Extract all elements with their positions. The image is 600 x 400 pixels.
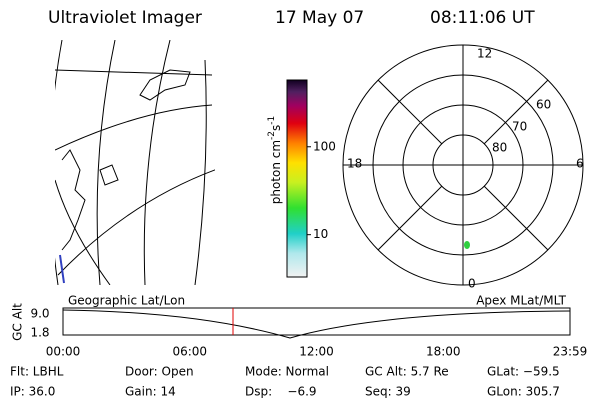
- info-field: Mode: Normal: [245, 365, 329, 379]
- y-tick-label: 1.8: [30, 326, 49, 340]
- polar-plot: [342, 44, 584, 286]
- color-bar: [286, 79, 308, 278]
- info-field: Dsp: −6.9: [245, 385, 317, 399]
- x-tick-label: 23:59: [553, 345, 588, 359]
- info-field: Gain: 14: [125, 385, 176, 399]
- map: [55, 40, 215, 285]
- date: 17 May 07: [275, 8, 364, 28]
- info-field: IP: 36.0: [10, 385, 55, 399]
- info-field: GLon: 305.7: [487, 385, 560, 399]
- info-field: Door: Open: [125, 365, 194, 379]
- info-field: Flt: LBHL: [10, 365, 64, 379]
- time: 08:11:06 UT: [430, 8, 535, 28]
- polar-label: 6: [576, 157, 584, 171]
- tick-label: 100: [313, 139, 336, 153]
- color-bar-label: photon cm-2s-1: [267, 116, 283, 205]
- info-field: GLat: −59.5: [487, 365, 560, 379]
- timeline-frame: [62, 307, 571, 336]
- polar-label: 0: [468, 277, 476, 291]
- timeline-left-label: Geographic Lat/Lon: [68, 294, 185, 308]
- x-tick-label: 06:00: [172, 345, 207, 359]
- y-tick-label: 9.0: [30, 307, 49, 321]
- ring-label: 80: [492, 141, 507, 155]
- altitude-curve: [62, 309, 571, 339]
- title: Ultraviolet Imager: [48, 8, 202, 28]
- polar-label: 12: [477, 47, 492, 61]
- info-field: Seq: 39: [365, 385, 411, 399]
- x-tick-label: 18:00: [426, 345, 461, 359]
- info-field: GC Alt: 5.7 Re: [365, 365, 449, 379]
- x-tick-label: 12:00: [299, 345, 334, 359]
- ring-label: 70: [512, 120, 527, 134]
- ring-label: 60: [536, 98, 551, 112]
- timeline-right-label: Apex MLat/MLT: [476, 294, 566, 308]
- polar-label: 18: [347, 157, 362, 171]
- timeline-y-label: GC Alt: [11, 303, 25, 341]
- tick-label: 10: [313, 227, 328, 241]
- x-tick-label: 00:00: [46, 345, 81, 359]
